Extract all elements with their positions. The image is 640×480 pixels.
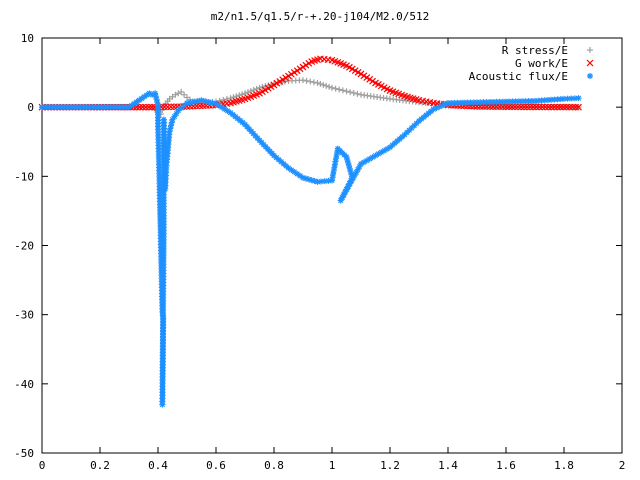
series-1-point [511,103,519,111]
series-1-point [544,103,552,111]
series-0-point [326,83,333,90]
series-1-point [520,103,528,111]
series-0-point [175,90,182,97]
series-1-point [556,103,564,111]
series-0-point [216,97,223,104]
series-2-point [191,98,198,105]
series-0-point [323,82,330,89]
series-0-point [347,89,354,96]
series-0-point [303,77,310,84]
x-tick-label: 0.2 [90,459,110,472]
y-tick-label: -20 [14,240,34,253]
series-2-point [187,99,194,106]
series-1-point [559,103,567,111]
series-0-point [320,81,327,88]
x-tick-label: 0 [39,459,46,472]
x-tick-label: 1.4 [438,459,458,472]
series-0-point [227,95,234,102]
series-1-point [569,103,576,111]
series-1-point [167,103,175,111]
series-2-point [557,96,564,103]
series-1-point [145,103,153,111]
series-1-point [532,103,540,111]
series-0-point [336,86,343,93]
y-tick-label: -30 [14,309,34,322]
series-0-point [354,90,361,97]
series-1-point [550,103,558,111]
series-1-point [541,103,549,111]
series-0-point [223,96,230,103]
y-tick-label: -10 [14,170,34,183]
chart-title: m2/n1.5/q1.5/r-+.20-j104/M2.0/512 [210,10,430,23]
series-2-point [575,95,582,102]
series-0-point [350,89,357,96]
series-2-point [205,98,212,105]
series-0-point [178,88,185,95]
y-tick-label: 0 [27,101,34,114]
series-0-point [256,84,263,91]
series-1-point [553,103,561,111]
legend-label: Acoustic flux/E [469,70,568,83]
x-tick-label: 1.6 [496,459,516,472]
legend-marker [587,73,593,79]
x-tick-label: 2 [619,459,626,472]
series-0-point [172,91,179,98]
series-0-point [307,78,314,85]
x-tick-label: 1.8 [554,459,574,472]
series-1-point [562,103,570,111]
series-2-point [209,99,216,106]
series-0-point [329,84,335,91]
series-0-point [314,79,321,86]
x-tick-label: 0.4 [148,459,168,472]
x-tick-label: 1 [329,459,336,472]
series-1-point [523,103,531,111]
series-1-point [572,103,579,111]
series-1-point [538,103,546,111]
series-0-point [220,96,227,103]
series-1-point [526,103,534,111]
series-1-point [148,103,156,111]
series-1-point [139,103,147,111]
series-1-point [142,103,150,111]
x-tick-label: 1.2 [380,459,400,472]
y-tick-label: -40 [14,378,34,391]
series-0-point [300,77,306,84]
series-1-point [575,103,582,111]
series-1-point [535,103,543,111]
legend-label: R stress/E [502,44,568,57]
x-tick-label: 0.8 [264,459,284,472]
series-0-point [332,85,339,92]
series-2-point [198,97,205,104]
series-1-point [136,103,144,111]
series-0-point [310,79,317,86]
series-2-point [396,135,403,142]
legend-label: G work/E [515,57,568,70]
series-1-point [529,103,537,111]
series-1-point [566,103,573,111]
series-1-point [502,103,510,111]
series-2-point [403,129,410,136]
series-1-point [547,103,555,111]
series-1-point [508,103,516,111]
x-tick-label: 0.6 [206,459,226,472]
series-1-point [517,103,525,111]
series-1-point [514,103,522,111]
series-0-point [343,88,350,95]
series-1-point [505,103,513,111]
series-0-point [181,91,188,98]
y-tick-label: -50 [14,447,34,460]
series-1-point [164,103,172,111]
legend-marker [586,59,594,67]
y-tick-label: 10 [21,32,34,45]
series-0-point [339,87,346,94]
legend-marker [587,47,593,53]
series-0-point [317,80,324,87]
